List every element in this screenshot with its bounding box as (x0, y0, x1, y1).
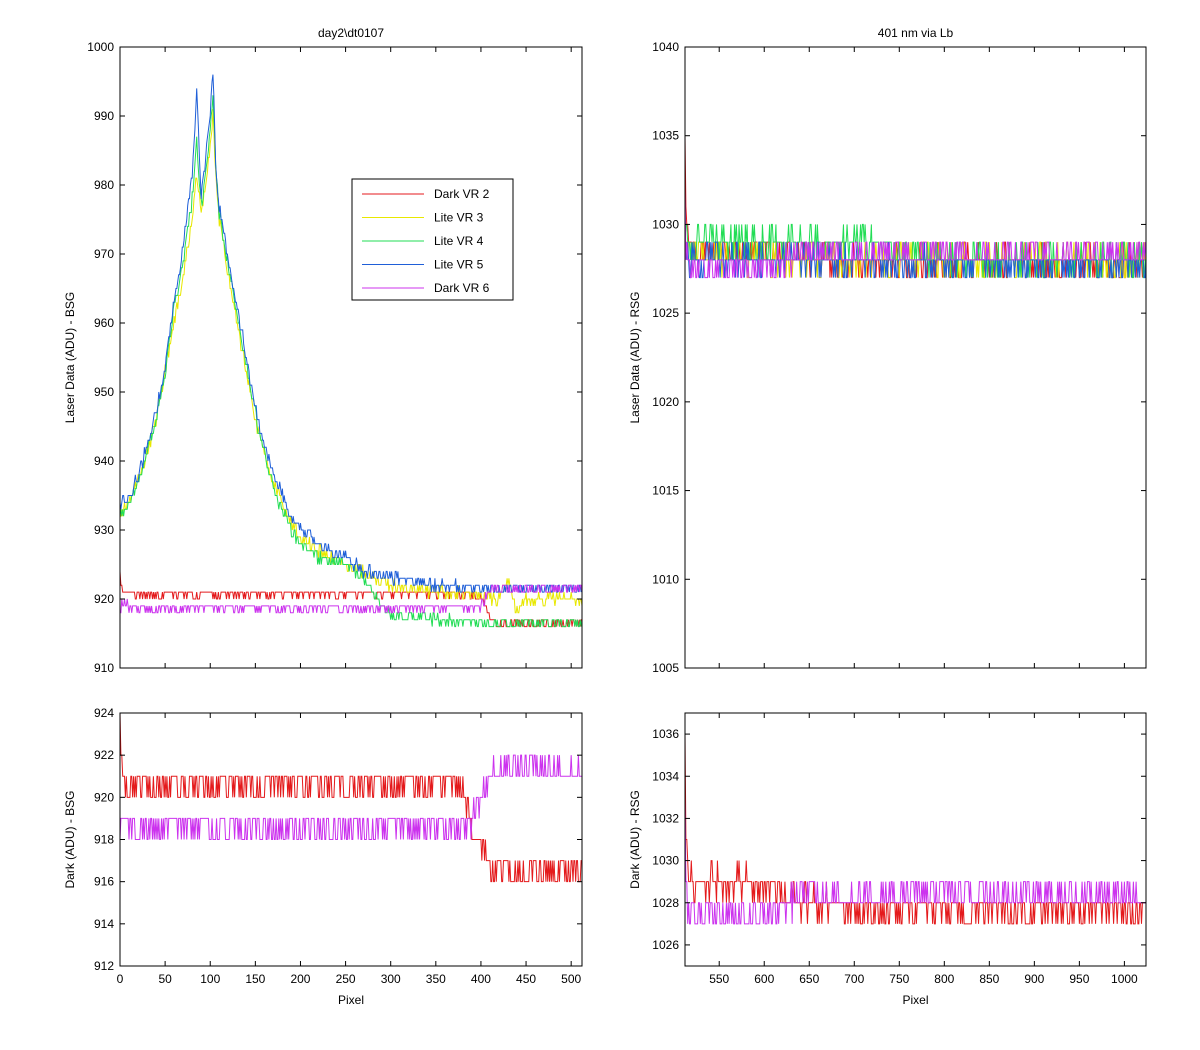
y-tick-label: 1034 (652, 769, 679, 783)
y-tick-label: 914 (94, 917, 114, 931)
series-line-dark-vr-6 (685, 797, 1146, 925)
y-tick-label: 916 (94, 875, 114, 889)
x-tick-label: 150 (245, 972, 265, 986)
x-tick-label: 450 (516, 972, 536, 986)
y-tick-label: 1030 (652, 217, 679, 231)
y-tick-label: 940 (94, 454, 114, 468)
series-line-lite-vr-4 (120, 95, 582, 628)
x-tick-label: 400 (471, 972, 491, 986)
series-group (120, 713, 582, 883)
x-tick-label: 950 (1069, 972, 1089, 986)
y-tick-label: 1020 (652, 395, 679, 409)
series-line-dark-vr-2 (120, 713, 582, 883)
y-tick-label: 1025 (652, 306, 679, 320)
x-tick-label: 0 (117, 972, 124, 986)
legend-box (351, 178, 514, 301)
y-tick-label: 1032 (652, 811, 679, 825)
chart-rsg_laser: 1005 1010 1015 1020 1025 1030 1035 1040 401 nm v… (628, 26, 1147, 675)
chart-bsg_laser: 910 920 930 940 950 960 970 980 990 1000 day2\dt01… (63, 26, 583, 675)
y-tick-label: 920 (94, 592, 114, 606)
y-tick-label: 922 (94, 748, 114, 762)
y-tick-label: 924 (94, 706, 114, 720)
y-tick-label: 960 (94, 316, 114, 330)
x-tick-label: 600 (754, 972, 774, 986)
chart-rsg_dark: 1026 1028 1030 1032 1034 1036 550 600 650 700 750 8… (628, 712, 1147, 1007)
chart-title: day2\dt0107 (318, 26, 384, 40)
y-tick-label: 1036 (652, 727, 679, 741)
y-tick-label: 920 (94, 790, 114, 804)
axes-frame (684, 712, 1147, 967)
x-tick-label: 850 (979, 972, 999, 986)
series-line-lite-vr-5 (120, 74, 582, 593)
y-tick-label: 1028 (652, 896, 679, 910)
y-tick-label: 1010 (652, 572, 679, 586)
legend-label: Lite VR 3 (434, 211, 484, 225)
x-tick-label: 800 (934, 972, 954, 986)
x-tick-label: 200 (290, 972, 310, 986)
chart-bsg_dark: 912 914 916 918 920 922 924 0 50 100 150 200 250 300 3… (63, 706, 583, 1007)
series-group (685, 135, 1146, 279)
y-tick-label: 1026 (652, 938, 679, 952)
x-tick-label: 700 (844, 972, 864, 986)
x-tick-label: 500 (561, 972, 581, 986)
legend-label: Dark VR 6 (434, 281, 490, 295)
series-line-dark-vr-6 (120, 584, 582, 614)
legend-label: Lite VR 4 (434, 234, 484, 248)
series-line-dark-vr-6 (120, 754, 582, 840)
axes-frame (119, 712, 583, 967)
chart-title: 401 nm via Lb (878, 26, 954, 40)
x-tick-label: 900 (1024, 972, 1044, 986)
legend-label: Lite VR 5 (434, 258, 484, 272)
x-tick-label: 750 (889, 972, 909, 986)
y-tick-label: 990 (94, 109, 114, 123)
y-tick-label: 1000 (87, 40, 114, 54)
y-tick-label: 910 (94, 661, 114, 675)
x-tick-label: 250 (336, 972, 356, 986)
y-tick-label: 980 (94, 178, 114, 192)
axes-frame (119, 46, 583, 669)
y-tick-label: 1035 (652, 129, 679, 143)
series-group (685, 734, 1146, 925)
series-line-dark-vr-2 (685, 734, 1146, 925)
axes-frame (684, 46, 1147, 669)
legend: Dark VR 2 Lite VR 3 Lite VR 4 Lite VR 5 Dark… (351, 178, 514, 301)
x-tick-label: 1000 (1111, 972, 1138, 986)
y-tick-label: 918 (94, 833, 114, 847)
legend-label: Dark VR 2 (434, 187, 490, 201)
series-group (120, 74, 582, 628)
y-axis-label: Laser Data (ADU) - BSG (63, 292, 77, 423)
y-tick-label: 1015 (652, 484, 679, 498)
series-line-dark-vr-6 (685, 188, 1146, 279)
y-tick-label: 930 (94, 523, 114, 537)
y-tick-label: 1040 (652, 40, 679, 54)
x-axis-label: Pixel (338, 993, 364, 1007)
x-tick-label: 350 (426, 972, 446, 986)
y-tick-label: 950 (94, 385, 114, 399)
x-tick-label: 550 (709, 972, 729, 986)
x-tick-label: 50 (158, 972, 172, 986)
x-tick-label: 100 (200, 972, 220, 986)
x-axis-label: Pixel (902, 993, 928, 1007)
x-tick-label: 650 (799, 972, 819, 986)
y-tick-label: 1005 (652, 661, 679, 675)
x-tick-label: 300 (381, 972, 401, 986)
y-tick-label: 912 (94, 959, 114, 973)
y-tick-label: 970 (94, 247, 114, 261)
y-axis-label: Dark (ADU) - RSG (628, 790, 642, 889)
y-axis-label: Dark (ADU) - BSG (63, 790, 77, 888)
y-tick-label: 1030 (652, 854, 679, 868)
y-axis-label: Laser Data (ADU) - RSG (628, 291, 642, 423)
